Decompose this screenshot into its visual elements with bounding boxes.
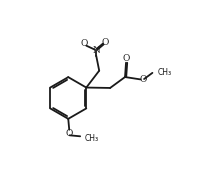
Text: O: O [123, 54, 130, 63]
Text: CH₃: CH₃ [157, 68, 172, 77]
Text: O: O [81, 39, 88, 48]
Text: O: O [65, 129, 73, 138]
Text: N: N [92, 46, 100, 55]
Text: O: O [139, 75, 146, 84]
Text: O: O [102, 38, 109, 47]
Text: CH₃: CH₃ [84, 134, 98, 143]
